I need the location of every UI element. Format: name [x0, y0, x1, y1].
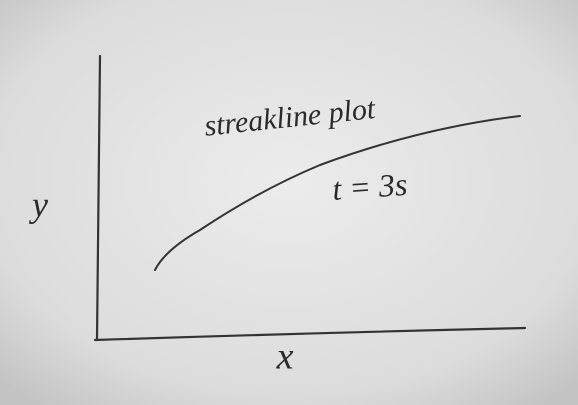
y-label: y	[29, 184, 48, 224]
sketch: streakline plot t = 3s y x	[0, 0, 578, 405]
annotation: t = 3s	[331, 166, 408, 207]
page: {"title": "streakline plot", "annotation…	[0, 0, 578, 405]
x-label: x	[276, 336, 294, 378]
